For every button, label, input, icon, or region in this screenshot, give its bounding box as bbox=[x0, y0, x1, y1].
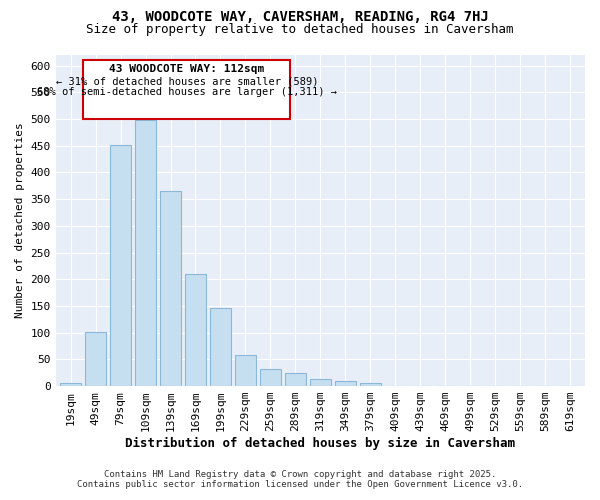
Text: 68% of semi-detached houses are larger (1,311) →: 68% of semi-detached houses are larger (… bbox=[37, 88, 337, 98]
Bar bbox=[135, 120, 156, 386]
Text: ← 31% of detached houses are smaller (589): ← 31% of detached houses are smaller (58… bbox=[56, 76, 318, 86]
Text: Size of property relative to detached houses in Caversham: Size of property relative to detached ho… bbox=[86, 22, 514, 36]
X-axis label: Distribution of detached houses by size in Caversham: Distribution of detached houses by size … bbox=[125, 437, 515, 450]
Bar bbox=[359, 383, 381, 386]
Bar bbox=[285, 372, 306, 386]
Text: 43, WOODCOTE WAY, CAVERSHAM, READING, RG4 7HJ: 43, WOODCOTE WAY, CAVERSHAM, READING, RG… bbox=[112, 10, 488, 24]
Bar bbox=[310, 379, 331, 386]
Bar bbox=[160, 191, 181, 386]
Y-axis label: Number of detached properties: Number of detached properties bbox=[15, 122, 25, 318]
Text: 43 WOODCOTE WAY: 112sqm: 43 WOODCOTE WAY: 112sqm bbox=[109, 64, 265, 74]
Bar bbox=[210, 308, 231, 386]
Text: Contains public sector information licensed under the Open Government Licence v3: Contains public sector information licen… bbox=[77, 480, 523, 489]
Bar bbox=[235, 355, 256, 386]
Bar bbox=[260, 369, 281, 386]
Bar bbox=[185, 274, 206, 386]
Bar bbox=[335, 381, 356, 386]
Text: Contains HM Land Registry data © Crown copyright and database right 2025.: Contains HM Land Registry data © Crown c… bbox=[104, 470, 496, 479]
Bar bbox=[85, 332, 106, 386]
Bar bbox=[60, 383, 81, 386]
Bar bbox=[110, 144, 131, 386]
